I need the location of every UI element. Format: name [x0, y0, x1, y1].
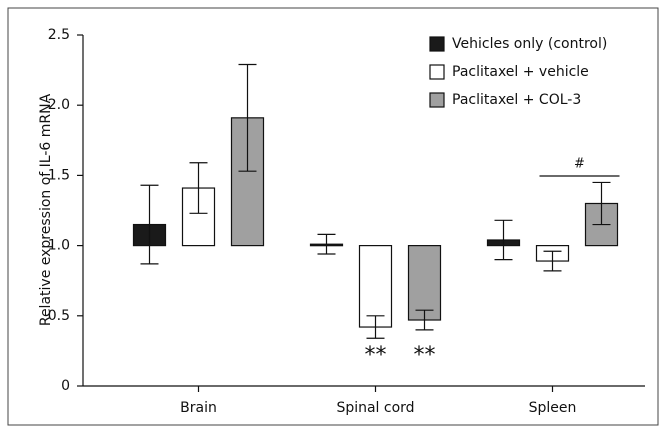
annotation: **: [414, 343, 436, 368]
legend-label: Paclitaxel + vehicle: [452, 64, 589, 80]
frame: [7, 7, 659, 426]
y-tick-label: 2.5: [48, 27, 70, 43]
y-axis-label: Relative expression of IL-6 mRNA: [38, 93, 54, 326]
x-tick-label: Spinal cord: [336, 400, 414, 416]
bar: [358, 245, 393, 328]
legend-swatch: [429, 64, 445, 80]
x-tick-label: Brain: [180, 400, 217, 416]
y-tick-label: 2.0: [48, 97, 70, 113]
legend-swatch: [429, 92, 445, 108]
y-tick-label: 0: [61, 378, 70, 394]
legend-label: Paclitaxel + COL-3: [452, 92, 581, 108]
legend-label: Vehicles only (control): [452, 36, 607, 52]
y-tick-label: 0.5: [48, 308, 70, 324]
y-tick-label: 1.0: [48, 238, 70, 254]
annotation: **: [365, 343, 387, 368]
x-tick-label: Spleen: [529, 400, 577, 416]
y-tick-label: 1.5: [48, 167, 70, 183]
bar: [407, 245, 442, 321]
legend-swatch: [429, 36, 445, 52]
annotation: #: [574, 157, 585, 172]
